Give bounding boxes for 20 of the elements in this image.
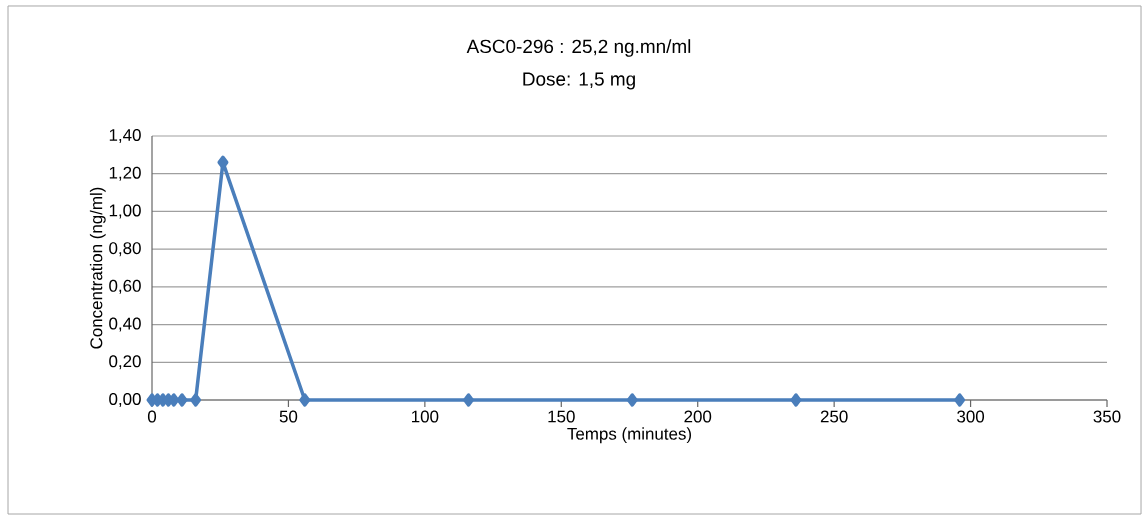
chart-title: ASC0-296 : 25,2 ng.mn/ml <box>466 39 691 57</box>
y-tick-label: 0,00 <box>109 393 141 407</box>
x-tick-label: 50 <box>279 410 298 423</box>
x-tick-label: 150 <box>548 410 575 423</box>
y-tick-label: 1,00 <box>109 204 141 219</box>
x-tick-label: 200 <box>684 410 712 423</box>
y-tick-label: 0,80 <box>109 242 141 257</box>
y-tick-label: 0,40 <box>109 317 141 332</box>
x-tick-label: 0 <box>147 410 157 423</box>
x-tick-label: 300 <box>957 410 985 423</box>
y-tick-label: 0,20 <box>109 355 141 370</box>
y-tick-label: 0,60 <box>109 279 141 294</box>
y-axis-title: Concentration (ng/ml) <box>89 187 106 349</box>
x-tick-label: 100 <box>412 410 439 423</box>
x-tick-label: 250 <box>820 410 848 423</box>
x-tick-label: 350 <box>1093 410 1121 423</box>
y-tick-label: 1,20 <box>109 166 141 181</box>
chart-subtitle: Dose: 1,5 mg <box>523 72 635 90</box>
y-tick-label: 1,40 <box>109 129 141 143</box>
x-axis-title: Temps (minutes) <box>567 427 692 444</box>
